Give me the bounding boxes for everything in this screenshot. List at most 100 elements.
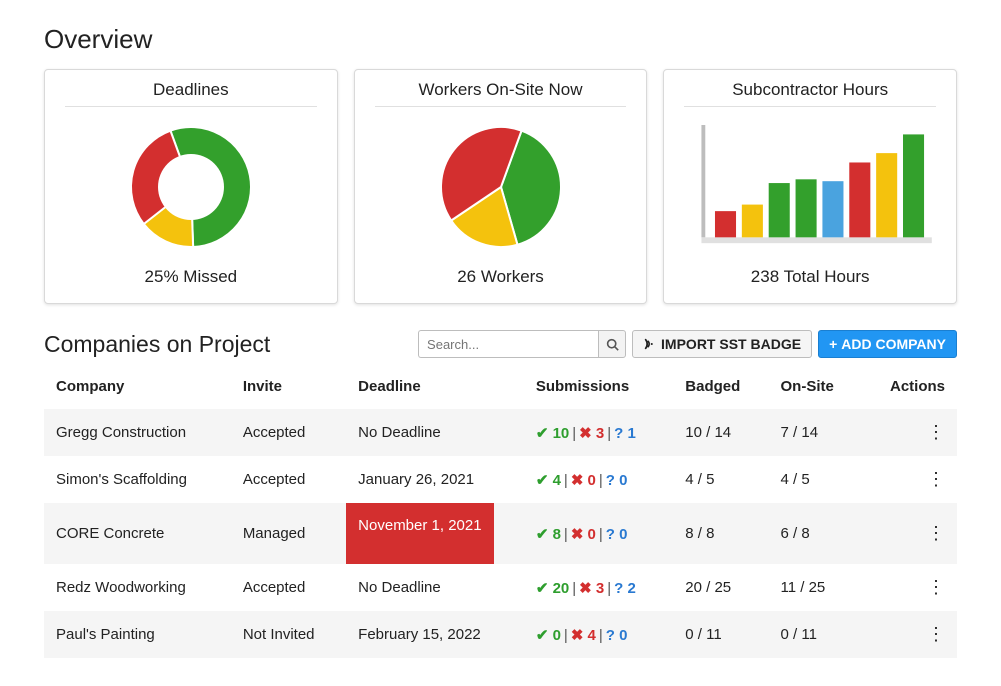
col-actions: Actions <box>862 364 957 409</box>
cell-deadline: No Deadline <box>346 564 524 611</box>
cell-badged: 8 / 8 <box>673 503 768 564</box>
separator: | <box>596 526 606 543</box>
col-onsite: On-Site <box>769 364 862 409</box>
cell-badged: 10 / 14 <box>673 409 768 456</box>
row-actions-menu[interactable]: ⋮ <box>927 469 945 489</box>
deadlines-card: Deadlines 25% Missed <box>44 69 338 304</box>
cell-onsite: 6 / 8 <box>769 503 862 564</box>
separator: | <box>561 472 571 489</box>
workers-chart <box>375 117 627 257</box>
submissions-rejected: ✖ 0 <box>571 472 596 489</box>
col-deadline: Deadline <box>346 364 524 409</box>
table-row: Gregg ConstructionAcceptedNo Deadline✔ 1… <box>44 409 957 456</box>
overview-cards: Deadlines 25% Missed Workers On-Site Now… <box>44 69 957 304</box>
cell-invite: Not Invited <box>231 611 346 658</box>
bar <box>823 181 844 237</box>
bar <box>715 211 736 237</box>
col-badged: Badged <box>673 364 768 409</box>
separator: | <box>604 425 614 442</box>
separator: | <box>569 425 579 442</box>
bar <box>769 183 790 237</box>
bar <box>903 134 924 237</box>
cell-deadline: No Deadline <box>346 409 524 456</box>
import-sst-badge-button[interactable]: IMPORT SST BADGE <box>632 330 812 358</box>
cell-onsite: 7 / 14 <box>769 409 862 456</box>
hours-chart <box>684 117 936 257</box>
donut-hole <box>158 154 224 220</box>
bar <box>796 179 817 237</box>
separator: | <box>561 627 571 644</box>
cell-badged: 20 / 25 <box>673 564 768 611</box>
search-input[interactable] <box>418 330 598 358</box>
separator: | <box>596 472 606 489</box>
cell-actions: ⋮ <box>862 456 957 503</box>
workers-caption: 26 Workers <box>457 267 544 287</box>
submissions-pending: ? 1 <box>614 425 636 442</box>
table-row: Simon's ScaffoldingAcceptedJanuary 26, 2… <box>44 456 957 503</box>
separator: | <box>596 627 606 644</box>
col-invite: Invite <box>231 364 346 409</box>
deadlines-caption: 25% Missed <box>145 267 238 287</box>
bar <box>850 162 871 237</box>
submissions-approved: ✔ 0 <box>536 627 561 644</box>
cell-onsite: 11 / 25 <box>769 564 862 611</box>
submissions-pending: ? 0 <box>606 627 628 644</box>
cell-actions: ⋮ <box>862 611 957 658</box>
cell-badged: 4 / 5 <box>673 456 768 503</box>
companies-header: Companies on Project IMPORT SST BADGE + … <box>44 330 957 358</box>
divider <box>375 106 627 107</box>
row-actions-menu[interactable]: ⋮ <box>927 577 945 597</box>
submissions-pending: ? 0 <box>606 526 628 543</box>
deadlines-chart <box>65 117 317 257</box>
cell-actions: ⋮ <box>862 564 957 611</box>
plus-icon: + <box>829 336 837 352</box>
x-baseline <box>702 237 932 243</box>
add-company-button[interactable]: + ADD COMPANY <box>818 330 957 358</box>
row-actions-menu[interactable]: ⋮ <box>927 422 945 442</box>
submissions-approved: ✔ 20 <box>536 580 569 597</box>
deadlines-title: Deadlines <box>153 80 229 100</box>
cell-invite: Accepted <box>231 409 346 456</box>
companies-table: Company Invite Deadline Submissions Badg… <box>44 364 957 658</box>
submissions-pending: ? 2 <box>614 580 636 597</box>
workers-title: Workers On-Site Now <box>418 80 582 100</box>
cell-submissions: ✔ 0|✖ 4|? 0 <box>524 611 673 658</box>
add-label: ADD COMPANY <box>841 336 946 352</box>
cell-company: Simon's Scaffolding <box>44 456 231 503</box>
submissions-rejected: ✖ 0 <box>571 526 596 543</box>
bar <box>876 153 897 237</box>
deadline-highlight: November 1, 2021 <box>346 503 493 564</box>
broadcast-icon <box>643 337 657 351</box>
cell-deadline: February 15, 2022 <box>346 611 524 658</box>
cell-invite: Accepted <box>231 564 346 611</box>
cell-actions: ⋮ <box>862 503 957 564</box>
submissions-approved: ✔ 4 <box>536 472 561 489</box>
cell-submissions: ✔ 4|✖ 0|? 0 <box>524 456 673 503</box>
cell-deadline: January 26, 2021 <box>346 456 524 503</box>
overview-heading: Overview <box>44 24 957 55</box>
divider <box>65 106 317 107</box>
bar <box>742 205 763 238</box>
separator: | <box>604 580 614 597</box>
search-button[interactable] <box>598 330 626 358</box>
cell-submissions: ✔ 10|✖ 3|? 1 <box>524 409 673 456</box>
import-label: IMPORT SST BADGE <box>661 336 801 352</box>
table-header-row: Company Invite Deadline Submissions Badg… <box>44 364 957 409</box>
cell-onsite: 0 / 11 <box>769 611 862 658</box>
cell-onsite: 4 / 5 <box>769 456 862 503</box>
submissions-rejected: ✖ 3 <box>579 580 604 597</box>
search-icon <box>606 338 619 351</box>
submissions-rejected: ✖ 4 <box>571 627 596 644</box>
cell-submissions: ✔ 20|✖ 3|? 2 <box>524 564 673 611</box>
submissions-pending: ? 0 <box>606 472 628 489</box>
table-row: Paul's PaintingNot InvitedFebruary 15, 2… <box>44 611 957 658</box>
cell-company: Paul's Painting <box>44 611 231 658</box>
search-wrap <box>418 330 626 358</box>
submissions-rejected: ✖ 3 <box>579 425 604 442</box>
row-actions-menu[interactable]: ⋮ <box>927 523 945 543</box>
cell-company: Gregg Construction <box>44 409 231 456</box>
col-submissions: Submissions <box>524 364 673 409</box>
separator: | <box>561 526 571 543</box>
row-actions-menu[interactable]: ⋮ <box>927 624 945 644</box>
divider <box>684 106 936 107</box>
